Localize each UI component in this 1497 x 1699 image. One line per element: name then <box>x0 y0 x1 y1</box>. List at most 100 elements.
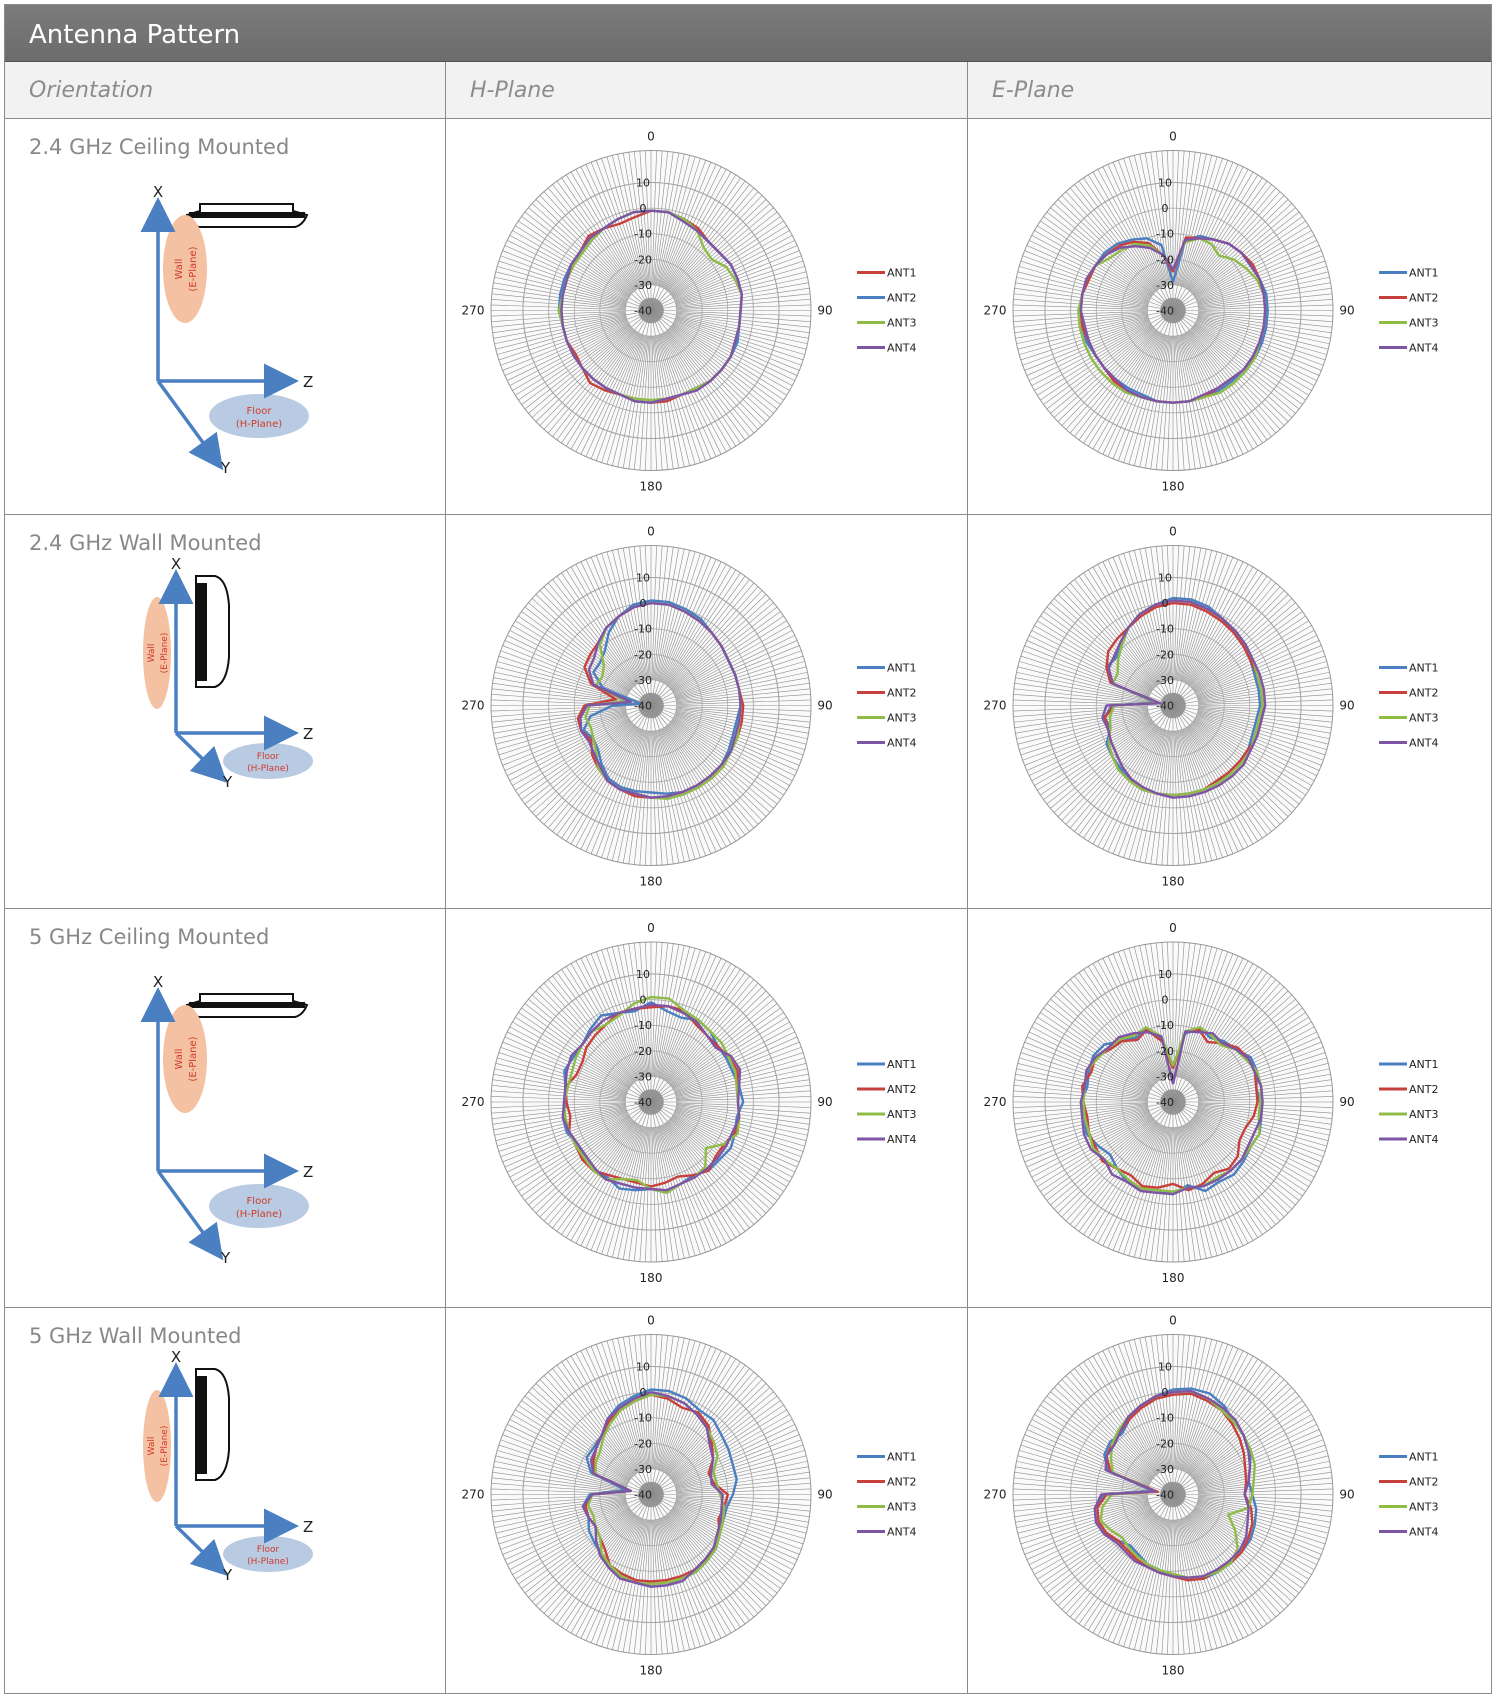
row-5-ceiling: 5 GHz Ceiling Mounted Wall (E-Plane) Floor… <box>5 909 1491 1308</box>
ring-label: 0 <box>1162 202 1169 215</box>
legend-label: ANT2 <box>1409 687 1438 700</box>
row-24-ceiling: 2.4 GHz Ceiling Mounted Wall (E-Plane) Flo… <box>5 119 1491 515</box>
e-plane-chart: 10 0 -10 -20 -30 -40 0 90 180 270 ANT1 ANT2 ANT3 ANT4 <box>968 1308 1491 1693</box>
legend-label: ANT3 <box>1409 317 1438 330</box>
angle-label-270: 270 <box>462 1095 485 1109</box>
header-orientation-label: Orientation <box>29 78 153 103</box>
legend-label: ANT3 <box>1409 1108 1438 1121</box>
floor-label-line2: (H-Plane) <box>247 1557 289 1567</box>
legend-label: ANT2 <box>887 292 916 305</box>
ring-label: -20 <box>634 1045 652 1058</box>
angle-label-270: 270 <box>462 1488 485 1502</box>
floor-label-line1: Floor <box>257 1545 280 1555</box>
legend-label: ANT3 <box>1409 1501 1438 1514</box>
legend-label: ANT4 <box>887 1133 916 1146</box>
ring-label: 0 <box>1162 1386 1169 1399</box>
ring-label: -30 <box>1156 1070 1174 1083</box>
legend-label: ANT2 <box>887 1083 916 1096</box>
ring-label: -40 <box>634 1489 652 1502</box>
y-axis-label: Y <box>220 459 231 477</box>
ring-label: -30 <box>634 1463 652 1476</box>
angle-label-270: 270 <box>984 304 1007 318</box>
ring-label: -20 <box>1156 253 1174 266</box>
h-plane-chart: 100-10-20-30-40090180270ANT1ANT2ANT3ANT4 <box>446 909 967 1307</box>
floor-label-line2: (H-Plane) <box>247 764 289 774</box>
ring-label: 0 <box>640 994 647 1007</box>
angle-label-0: 0 <box>1169 525 1177 539</box>
angle-label-180: 180 <box>1162 1271 1185 1285</box>
angle-label-0: 0 <box>1169 130 1177 144</box>
ring-label: 0 <box>640 597 647 610</box>
angle-label-180: 180 <box>1162 875 1185 889</box>
y-axis-label: Y <box>222 1566 233 1584</box>
title-bar: Antenna Pattern <box>5 5 1491 62</box>
legend-label: ANT1 <box>887 267 916 280</box>
ring-label: -30 <box>1156 1463 1174 1476</box>
floor-label-line1: Floor <box>247 1196 273 1207</box>
angle-label-90: 90 <box>1339 699 1354 713</box>
ring-label: -40 <box>634 700 652 713</box>
wall-device <box>196 1369 229 1480</box>
angle-label-90: 90 <box>1339 1095 1354 1109</box>
angle-label-0: 0 <box>647 921 655 935</box>
orientation-cell: 2.4 GHz Ceiling Mounted Wall (E-Plane) Flo… <box>5 119 446 514</box>
angle-label-0: 0 <box>647 525 655 539</box>
header-e-plane: E-Plane <box>968 62 1491 118</box>
angle-label-180: 180 <box>1162 480 1185 494</box>
floor-label-line2: (H-Plane) <box>236 419 282 430</box>
ring-label: -10 <box>1156 1019 1174 1032</box>
legend-label: ANT2 <box>887 687 916 700</box>
z-axis-label: Z <box>303 1518 313 1536</box>
header-h-plane-label: H-Plane <box>470 78 555 103</box>
ring-label: 10 <box>1158 177 1172 190</box>
y-axis-label: Y <box>220 1249 231 1267</box>
e-plane-cell: 10 0 -10 -20 -30 -40 0 90 180 270 ANT1 ANT2 ANT3 ANT4 <box>968 515 1491 908</box>
floor-label-line1: Floor <box>247 406 273 417</box>
ring-label: -30 <box>634 1070 652 1083</box>
antenna-pattern-table: Antenna Pattern Orientation H-Plane E-Pl… <box>4 4 1492 1694</box>
legend-label: ANT3 <box>887 1501 916 1514</box>
ring-label: 10 <box>636 1361 650 1374</box>
ring-label: -20 <box>634 1437 652 1450</box>
ring-label: -40 <box>1156 1489 1174 1502</box>
y-axis-arrow <box>158 1171 215 1249</box>
orientation-diagram: Wall (E-Plane)Floor(H-Plane)XZY <box>5 1308 445 1693</box>
legend-label: ANT1 <box>887 1451 916 1464</box>
angle-label-90: 90 <box>817 304 832 318</box>
ring-label: -10 <box>634 1412 652 1425</box>
ring-label: 10 <box>1158 968 1172 981</box>
legend-label: ANT1 <box>887 662 916 675</box>
page-title: Antenna Pattern <box>29 20 240 50</box>
legend-label: ANT1 <box>1409 662 1438 675</box>
angle-label-0: 0 <box>647 130 655 144</box>
ring-label: 0 <box>1162 994 1169 1007</box>
h-plane-chart: 100-10-20-30-40090180270ANT1ANT2ANT3ANT4 <box>446 119 967 514</box>
ring-label: 10 <box>1158 572 1172 585</box>
angle-label-90: 90 <box>817 1488 832 1502</box>
ring-label: -30 <box>1156 279 1174 292</box>
angle-label-90: 90 <box>817 1095 832 1109</box>
e-plane-chart: 10 0 -10 -20 -30 -40 0 90 180 270 ANT1 ANT2 ANT3 ANT4 <box>968 909 1491 1307</box>
legend-label: ANT2 <box>1409 292 1438 305</box>
ring-label: -40 <box>634 305 652 318</box>
orientation-diagram: Wall (E-Plane)Floor(H-Plane)XZY <box>5 119 445 514</box>
legend-label: ANT3 <box>887 712 916 725</box>
legend-label: ANT1 <box>887 1058 916 1071</box>
z-axis-label: Z <box>303 1163 313 1181</box>
angle-label-90: 90 <box>817 699 832 713</box>
legend-label: ANT4 <box>887 737 916 750</box>
wall-plane <box>163 1005 207 1113</box>
angle-label-0: 0 <box>1169 1314 1177 1328</box>
e-plane-cell: 10 0 -10 -20 -30 -40 0 90 180 270 ANT1 ANT2 ANT3 ANT4 <box>968 1308 1491 1693</box>
ring-label: -20 <box>634 648 652 661</box>
header-orientation: Orientation <box>5 62 446 118</box>
angle-label-180: 180 <box>640 1664 663 1678</box>
orientation-cell: 2.4 GHz Wall Mounted Wall (E-Plane) Floor(… <box>5 515 446 908</box>
ceiling-device <box>187 204 307 227</box>
wall-label-line2: (E-Plane) <box>160 1426 170 1467</box>
wall-label-line2: (E-Plane) <box>188 246 199 291</box>
legend-label: ANT2 <box>1409 1476 1438 1489</box>
legend-label: ANT4 <box>1409 737 1438 750</box>
legend-label: ANT4 <box>1409 1133 1438 1146</box>
angle-label-270: 270 <box>984 1488 1007 1502</box>
